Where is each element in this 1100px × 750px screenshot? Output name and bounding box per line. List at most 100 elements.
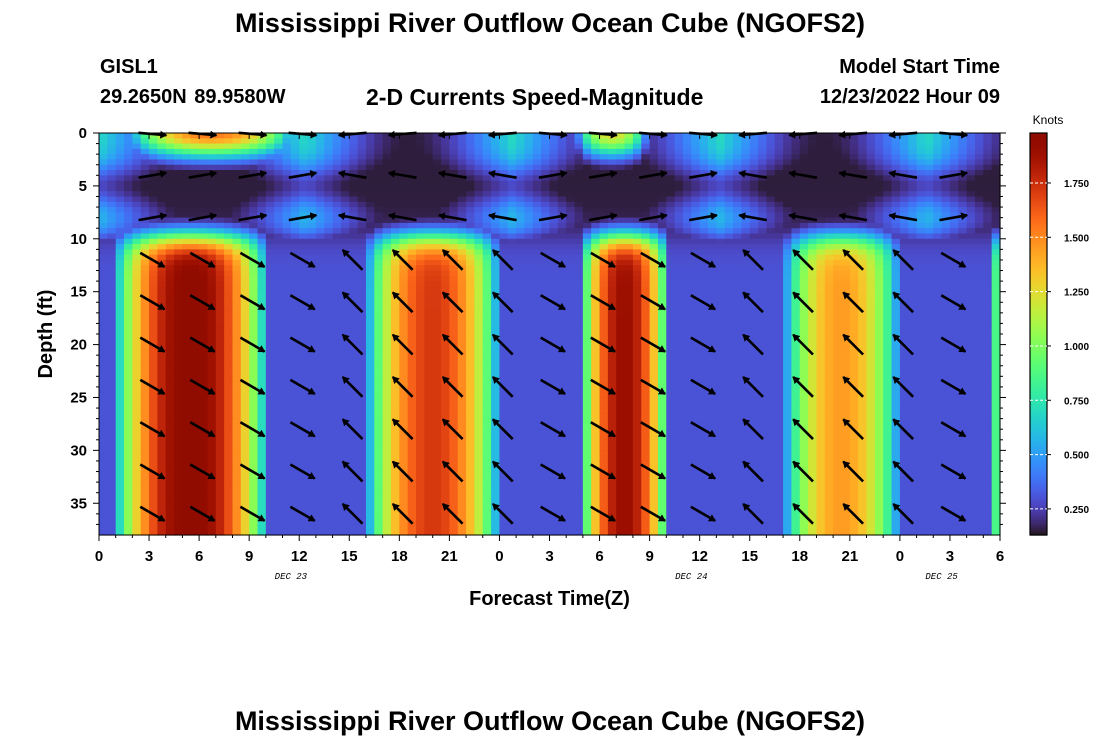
heat-cell: [574, 349, 584, 356]
heat-cell: [607, 323, 617, 330]
heat-cell: [516, 365, 526, 372]
heat-cell: [99, 423, 108, 430]
heat-cell: [107, 281, 117, 287]
heat-cell: [257, 450, 267, 457]
heat-cell: [416, 170, 425, 176]
heat-cell: [457, 254, 467, 261]
heat-cell: [265, 392, 275, 399]
heat-cell: [107, 371, 117, 377]
heat-cell: [215, 281, 225, 287]
heat-cell: [324, 222, 334, 229]
heat-cell: [582, 254, 592, 261]
heat-cell: [374, 133, 384, 139]
heat-cell: [541, 365, 551, 372]
heat-cell: [165, 371, 175, 377]
heat-cell: [474, 259, 484, 266]
heat-cell: [290, 207, 300, 213]
heat-cell: [541, 222, 551, 229]
heat-cell: [474, 154, 484, 161]
heat-cell: [349, 143, 359, 150]
heat-cell: [457, 339, 467, 346]
heat-cell: [357, 503, 367, 510]
heat-cell: [632, 529, 642, 536]
heat-cell: [466, 154, 476, 161]
heat-cell: [290, 302, 300, 309]
heat-cell: [499, 413, 509, 420]
heat-cell: [124, 302, 133, 309]
heat-cell: [274, 265, 284, 272]
heat-cell: [140, 254, 150, 261]
heat-cell: [249, 143, 259, 150]
heat-cell: [516, 508, 526, 515]
heat-cell: [532, 254, 542, 261]
heat-cell: [299, 524, 309, 531]
heat-cell: [549, 487, 559, 494]
heat-cell: [365, 508, 375, 515]
heat-cell: [516, 201, 526, 208]
heat-cell: [324, 487, 334, 494]
heat-cell: [190, 371, 200, 377]
heat-cell: [582, 450, 592, 457]
heat-cell: [632, 133, 642, 139]
heat-cell: [107, 307, 117, 314]
heat-cell: [482, 466, 492, 473]
heat-cell: [165, 312, 175, 319]
heat-cell: [157, 371, 167, 377]
heat-cell: [382, 138, 392, 145]
heat-cell: [257, 524, 267, 531]
heat-cell: [407, 497, 417, 504]
heat-cell: [224, 339, 234, 346]
heat-cell: [616, 392, 626, 399]
heat-cell: [399, 460, 409, 467]
heat-cell: [532, 455, 542, 462]
heat-cell: [466, 513, 476, 520]
heat-cell: [582, 296, 592, 303]
heat-cell: [274, 228, 284, 235]
heat-cell: [207, 497, 217, 504]
heat-cell: [499, 397, 509, 404]
heat-cell: [424, 386, 434, 393]
heat-cell: [174, 450, 184, 457]
heat-cell: [157, 291, 167, 298]
heat-cell: [324, 207, 334, 213]
heat-cell: [232, 355, 242, 362]
heat-cell: [607, 503, 617, 510]
heat-cell: [582, 524, 592, 531]
heat-cell: [257, 508, 267, 515]
heat-cell: [332, 175, 342, 182]
heat-cell: [357, 413, 367, 420]
heat-cell: [432, 413, 442, 420]
heat-cell: [582, 519, 592, 526]
heat-cell: [207, 244, 217, 250]
heat-cell: [524, 508, 534, 515]
heat-cell: [482, 476, 492, 483]
heat-cell: [349, 328, 359, 335]
heat-cell: [424, 265, 434, 272]
heat-cell: [582, 466, 592, 473]
heat-cell: [390, 497, 400, 504]
heat-cell: [199, 386, 209, 393]
heat-cell: [424, 154, 434, 161]
heat-cell: [224, 244, 234, 250]
heat-cell: [491, 222, 501, 229]
heat-cell: [265, 429, 275, 436]
heat-cell: [532, 376, 542, 383]
heat-cell: [357, 302, 367, 309]
heat-cell: [140, 529, 150, 536]
heat-cell: [541, 254, 551, 261]
station-id: GISL1: [100, 56, 158, 78]
heat-cell: [624, 371, 634, 377]
heat-cell: [365, 196, 375, 203]
heat-cell: [165, 339, 175, 346]
heat-cell: [240, 222, 250, 229]
heat-cell: [416, 524, 425, 531]
heat-cell: [532, 476, 542, 483]
heat-cell: [532, 133, 542, 139]
heat-cell: [315, 323, 325, 330]
heat-cell: [182, 286, 192, 293]
heat-cell: [566, 143, 576, 150]
heat-cell: [532, 334, 542, 340]
heat-cell: [157, 191, 167, 198]
heat-cell: [632, 413, 642, 420]
heat-cell: [282, 423, 292, 430]
